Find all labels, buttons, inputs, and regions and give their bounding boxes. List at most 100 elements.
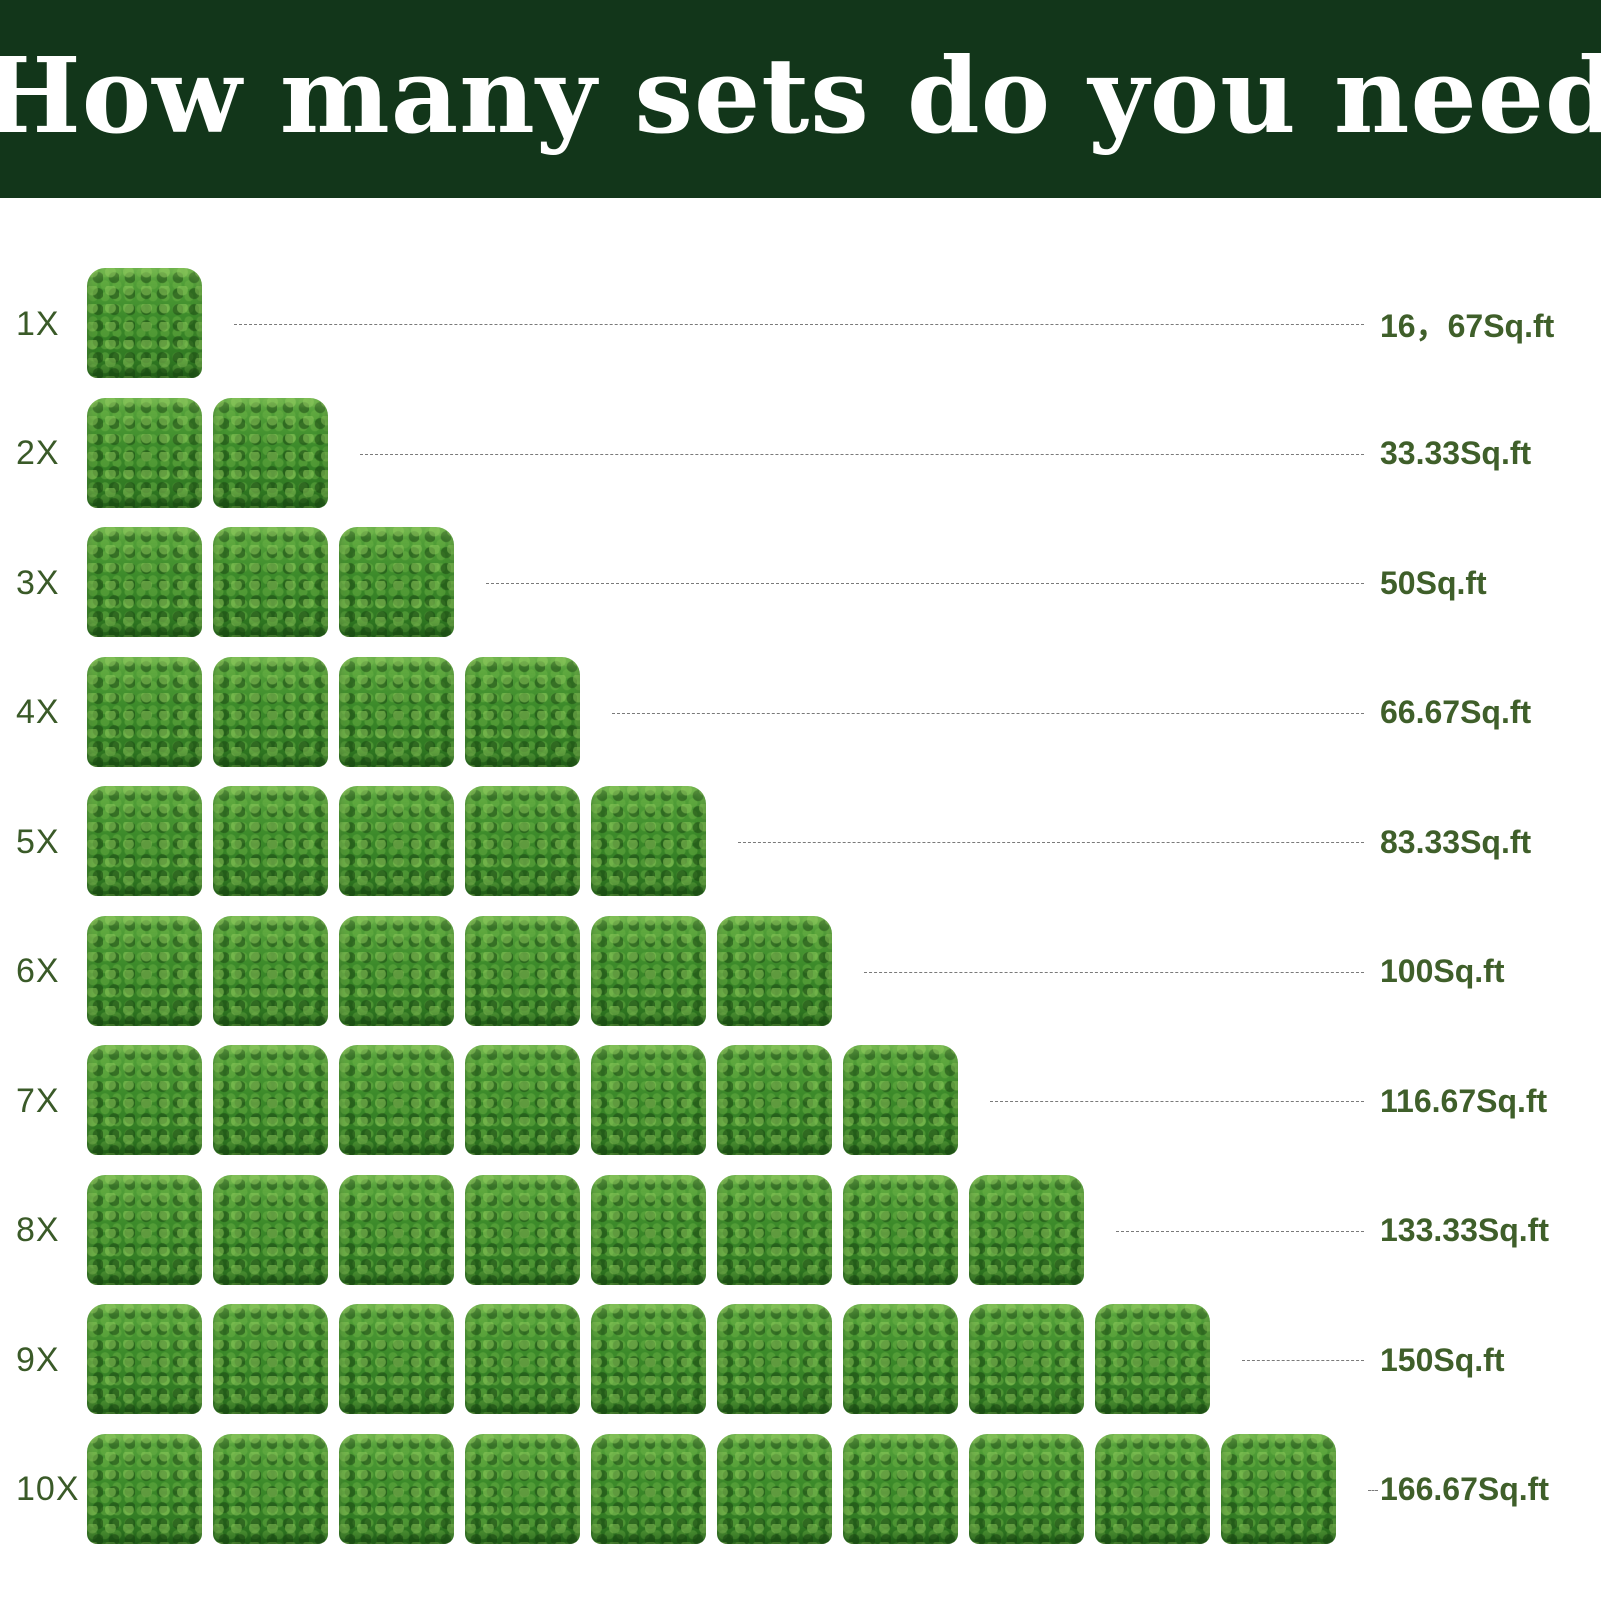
set-count-label: 9X: [16, 1340, 60, 1379]
boxwood-panel-tile: [717, 1433, 832, 1544]
set-row: 8X 133.33Sq.ft: [0, 1174, 1601, 1287]
boxwood-panel-tile: [213, 1304, 328, 1414]
set-count-label: 10X: [16, 1470, 80, 1508]
boxwood-panel-group: [0, 268, 1601, 380]
leader-dotted-line: [1116, 1230, 1364, 1232]
boxwood-panel-tile: [717, 915, 832, 1026]
boxwood-panel-tile: [717, 1304, 832, 1414]
coverage-area-value: 83.33Sq.ft: [1380, 823, 1532, 860]
boxwood-panel-tile: [87, 1304, 202, 1414]
set-count-label: 2X: [16, 434, 60, 472]
boxwood-panel-tile: [591, 1174, 706, 1285]
leader-dotted-line: [486, 583, 1364, 584]
boxwood-panel-tile: [87, 656, 202, 767]
leader-dotted-line: [1242, 1360, 1364, 1361]
boxwood-panel-tile: [465, 1433, 580, 1544]
boxwood-panel-group: [0, 786, 1601, 898]
boxwood-panel-tile: [87, 268, 202, 378]
set-row: 9X 150Sq.ft: [0, 1304, 1601, 1416]
boxwood-panel-group: [0, 656, 1601, 769]
boxwood-panel-tile: [87, 1045, 202, 1155]
boxwood-panel-tile: [1095, 1433, 1210, 1544]
boxwood-panel-tile: [717, 1174, 832, 1285]
boxwood-panel-tile: [87, 397, 202, 508]
set-row: 3X 50Sq.ft: [0, 527, 1601, 639]
coverage-area-value: 166.67Sq.ft: [1380, 1471, 1549, 1507]
boxwood-panel-tile: [339, 1304, 454, 1414]
boxwood-panel-tile: [339, 1174, 454, 1285]
leader-dotted-line: [234, 324, 1364, 325]
boxwood-panel-group: [0, 915, 1601, 1028]
boxwood-panel-tile: [213, 786, 328, 896]
boxwood-panel-tile: [591, 1304, 706, 1414]
boxwood-panel-tile: [213, 1433, 328, 1544]
boxwood-panel-tile: [339, 786, 454, 896]
boxwood-panel-tile: [87, 786, 202, 896]
leader-dotted-line: [738, 842, 1364, 843]
set-count-label: 8X: [16, 1211, 60, 1249]
boxwood-panel-tile: [591, 1433, 706, 1544]
boxwood-panel-tile: [339, 915, 454, 1026]
boxwood-panel-tile: [717, 1045, 832, 1155]
set-count-label: 5X: [16, 822, 60, 861]
boxwood-panel-tile: [213, 1045, 328, 1155]
boxwood-panel-tile: [87, 1174, 202, 1285]
boxwood-panel-tile: [843, 1433, 958, 1544]
boxwood-panel-tile: [87, 1433, 202, 1544]
leader-dotted-line: [990, 1101, 1364, 1102]
boxwood-panel-tile: [465, 915, 580, 1026]
leader-dotted-line: [1368, 1489, 1378, 1491]
boxwood-panel-tile: [213, 527, 328, 637]
boxwood-panel-tile: [969, 1433, 1084, 1544]
boxwood-panel-tile: [1221, 1433, 1336, 1544]
boxwood-panel-tile: [339, 1433, 454, 1544]
coverage-area-value: 133.33Sq.ft: [1380, 1212, 1549, 1248]
boxwood-panel-tile: [465, 1045, 580, 1155]
boxwood-panel-tile: [843, 1304, 958, 1414]
boxwood-panel-tile: [339, 656, 454, 767]
set-row: 10X 166.67Sq.ft: [0, 1433, 1601, 1546]
leader-dotted-line: [360, 453, 1364, 455]
set-row: 1X 16，67Sq.ft: [0, 268, 1601, 380]
boxwood-panel-group: [0, 397, 1601, 510]
set-row: 4X 66.67Sq.ft: [0, 656, 1601, 769]
boxwood-panel-tile: [87, 915, 202, 1026]
boxwood-panel-tile: [465, 656, 580, 767]
boxwood-panel-tile: [591, 786, 706, 896]
set-row: 5X 83.33Sq.ft: [0, 786, 1601, 898]
set-row: 7X 116.67Sq.ft: [0, 1045, 1601, 1157]
boxwood-panel-tile: [591, 915, 706, 1026]
boxwood-panel-tile: [969, 1174, 1084, 1285]
set-row: 2X 33.33Sq.ft: [0, 397, 1601, 510]
set-count-label: 3X: [16, 563, 60, 602]
header-banner: How many sets do you need: [0, 0, 1601, 198]
page-title: How many sets do you need: [0, 33, 1601, 157]
coverage-area-value: 16，67Sq.ft: [1380, 308, 1555, 344]
coverage-area-value: 50Sq.ft: [1380, 564, 1487, 601]
boxwood-panel-tile: [339, 527, 454, 637]
coverage-area-value: 116.67Sq.ft: [1380, 1082, 1548, 1119]
boxwood-panel-group: [0, 1174, 1601, 1287]
boxwood-panel-tile: [213, 656, 328, 767]
leader-dotted-line: [612, 712, 1364, 714]
boxwood-panel-tile: [1095, 1304, 1210, 1414]
boxwood-panel-tile: [465, 786, 580, 896]
set-row: 6X 100Sq.ft: [0, 915, 1601, 1028]
boxwood-panel-tile: [465, 1304, 580, 1414]
boxwood-panel-tile: [843, 1045, 958, 1155]
boxwood-panel-tile: [843, 1174, 958, 1285]
coverage-area-value: 66.67Sq.ft: [1380, 694, 1532, 730]
boxwood-panel-group: [0, 527, 1601, 639]
boxwood-panel-group: [0, 1433, 1601, 1546]
boxwood-panel-group: [0, 1304, 1601, 1416]
set-count-label: 6X: [16, 952, 60, 990]
set-count-label: 7X: [16, 1081, 60, 1120]
boxwood-panel-tile: [213, 915, 328, 1026]
boxwood-panel-tile: [339, 1045, 454, 1155]
leader-dotted-line: [864, 971, 1364, 973]
boxwood-panel-tile: [969, 1304, 1084, 1414]
boxwood-panel-tile: [213, 397, 328, 508]
boxwood-panel-tile: [465, 1174, 580, 1285]
boxwood-panel-tile: [591, 1045, 706, 1155]
